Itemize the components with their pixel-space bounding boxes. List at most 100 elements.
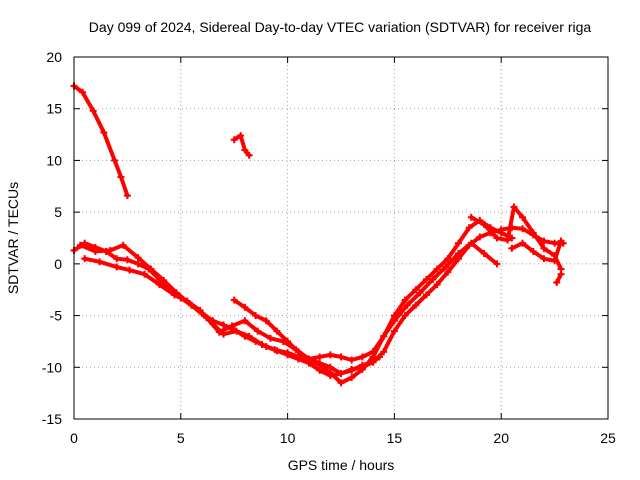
data-point-arc-5: [429, 275, 437, 283]
data-point-arc-1: [123, 192, 131, 200]
y-tick-label: -10: [42, 359, 62, 375]
data-point-arc-6: [273, 327, 281, 335]
data-point-arc-5: [220, 330, 228, 338]
data-point-arc-6: [380, 332, 388, 340]
data-point-arc-7: [540, 244, 548, 252]
data-point-arc-6: [284, 337, 292, 345]
data-point-arc-3: [134, 260, 142, 268]
data-point-arc-5: [155, 281, 163, 289]
data-point-arc-4: [241, 317, 249, 325]
data-point-arc-9: [557, 270, 565, 278]
data-point-arc-8: [557, 237, 565, 245]
data-point-arc-1: [111, 156, 119, 164]
data-point-arc-5: [209, 320, 217, 328]
y-tick-label: 0: [54, 256, 62, 272]
data-point-arc-6: [241, 303, 249, 311]
data-point-arc-5: [493, 260, 501, 268]
data-point-arc-7: [467, 213, 475, 221]
data-point-arc-5: [81, 255, 89, 263]
data-point-arc-3: [519, 225, 527, 233]
data-point-arc-3: [113, 255, 121, 263]
data-point-arc-6: [454, 239, 462, 247]
data-point-arc-4: [76, 241, 84, 249]
data-point-arc-6: [348, 374, 356, 382]
x-tick-label: 25: [600, 430, 616, 446]
data-point-arc-7: [493, 234, 501, 242]
x-tick-label: 20: [493, 430, 509, 446]
data-point-arc-4: [348, 366, 356, 374]
data-point-arc-6: [369, 353, 377, 361]
data-point-arc-6: [422, 275, 430, 283]
data-point-arc-9: [553, 278, 561, 286]
data-point-arc-6: [252, 312, 260, 320]
data-point-arc-5: [232, 327, 240, 335]
data-point-arc-7: [480, 221, 488, 229]
data-point-arc-4: [375, 353, 383, 361]
data-point-arc-2: [237, 132, 245, 140]
data-point-arc-5: [358, 353, 366, 361]
data-point-arc-4: [134, 254, 142, 262]
data-point-arc-5: [126, 266, 134, 274]
x-tick-label: 15: [387, 430, 403, 446]
data-point-arc-5: [454, 250, 462, 258]
data-point-arc-6: [358, 365, 366, 373]
plot-frame: [73, 56, 609, 420]
data-point-arc-8: [529, 247, 537, 255]
data-point-arc-5: [140, 270, 148, 278]
data-point-arc-5: [326, 351, 334, 359]
data-point-arc-3: [476, 233, 484, 241]
data-point-arc-8: [551, 257, 559, 265]
data-point-arc-5: [170, 291, 178, 299]
data-point-arc-8: [519, 239, 527, 247]
data-point-arc-6: [305, 355, 313, 363]
series-line-arc-5: [82, 241, 499, 362]
data-point-arc-3: [540, 237, 548, 245]
data-series: [70, 82, 567, 387]
data-point-arc-6: [497, 229, 505, 237]
series-line-arc-3: [72, 225, 566, 378]
y-axis-label: SDTVAR / TECUs: [5, 182, 21, 294]
data-point-arc-5: [113, 263, 121, 271]
y-tick-label: 20: [46, 49, 62, 65]
x-tick-label: 5: [177, 430, 185, 446]
data-point-arc-5: [416, 289, 424, 297]
data-point-arc-6: [401, 296, 409, 304]
data-point-arc-1: [89, 107, 97, 115]
data-point-arc-3: [412, 301, 420, 309]
data-point-arc-4: [91, 247, 99, 255]
data-point-arc-1: [117, 173, 125, 181]
data-point-arc-5: [337, 353, 345, 361]
data-point-arc-5: [403, 301, 411, 309]
data-point-arc-2: [241, 146, 249, 154]
data-point-arc-6: [262, 317, 270, 325]
data-point-arc-6: [230, 296, 238, 304]
data-point-arc-1: [79, 88, 87, 96]
data-point-arc-3: [390, 327, 398, 335]
data-point-arc-4: [160, 276, 168, 284]
data-point-arc-7: [504, 236, 512, 244]
data-point-arc-4: [337, 369, 345, 377]
data-point-arc-4: [254, 327, 262, 335]
series-line-arc-7: [469, 205, 563, 271]
axis-ticks: [73, 56, 609, 420]
data-point-arc-6: [316, 361, 324, 369]
y-tick-label: 15: [46, 101, 62, 117]
grid-lines: [74, 57, 608, 419]
y-tick-label: -5: [50, 308, 63, 324]
data-point-arc-4: [228, 322, 236, 330]
data-point-arc-3: [422, 291, 430, 299]
data-point-arc-6: [326, 368, 334, 376]
data-point-arc-5: [196, 306, 204, 314]
series-line-arc-1: [72, 84, 130, 198]
data-point-arc-7: [510, 203, 518, 211]
data-point-arc-5: [271, 346, 279, 354]
data-point-arc-5: [96, 258, 104, 266]
data-point-arc-3: [401, 312, 409, 320]
data-point-arc-3: [433, 281, 441, 289]
data-point-arc-5: [183, 297, 191, 305]
series-line-arc-2: [232, 133, 252, 158]
x-tick-labels: 0 5 10 15 20 25: [70, 430, 616, 446]
data-point-arc-4: [106, 246, 114, 254]
data-point-arc-5: [442, 263, 450, 271]
